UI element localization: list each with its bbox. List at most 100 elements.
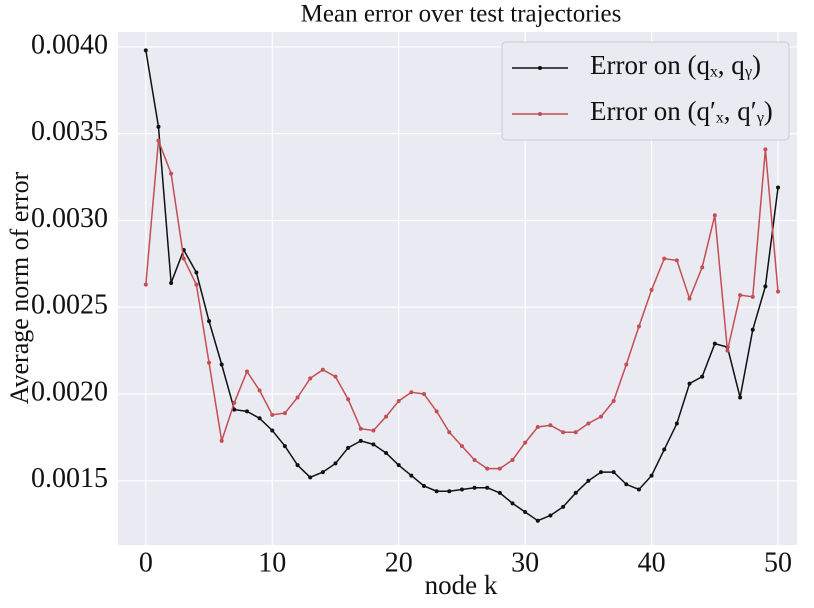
- point: [497, 466, 502, 471]
- y-tick-label: 0.0020: [31, 376, 108, 407]
- y-tick-label: 0.0035: [31, 116, 108, 147]
- point: [434, 489, 439, 494]
- point: [396, 398, 401, 403]
- chart-title: Mean error over test trajectories: [301, 1, 622, 28]
- point: [599, 470, 604, 475]
- point: [485, 485, 490, 490]
- point: [599, 414, 604, 419]
- point: [156, 124, 161, 129]
- point: [421, 392, 426, 397]
- point: [510, 457, 515, 462]
- legend-marker: [538, 112, 542, 116]
- point: [750, 327, 755, 332]
- point: [333, 374, 338, 379]
- point: [750, 294, 755, 299]
- point: [586, 478, 591, 483]
- point: [295, 463, 300, 468]
- point: [320, 470, 325, 475]
- point: [535, 518, 540, 523]
- x-tick-label: 10: [258, 547, 286, 578]
- point: [459, 444, 464, 449]
- point: [485, 466, 490, 471]
- point: [169, 280, 174, 285]
- point: [586, 421, 591, 426]
- point: [624, 482, 629, 487]
- point: [776, 289, 781, 294]
- point: [561, 504, 566, 509]
- point: [270, 428, 275, 433]
- point: [169, 171, 174, 176]
- point: [371, 442, 376, 447]
- point: [523, 440, 528, 445]
- point: [244, 369, 249, 374]
- point: [649, 473, 654, 478]
- point: [194, 270, 199, 275]
- x-tick-label: 50: [764, 547, 792, 578]
- point: [434, 409, 439, 414]
- point: [738, 293, 743, 298]
- point: [573, 430, 578, 435]
- y-tick-label: 0.0040: [31, 29, 108, 60]
- legend-label: Error on (q′ₓ, q′ᵧ): [590, 96, 773, 126]
- point: [421, 483, 426, 488]
- point: [561, 430, 566, 435]
- point: [143, 282, 148, 287]
- point: [636, 324, 641, 329]
- point: [232, 400, 237, 405]
- x-axis-label: node k: [425, 570, 498, 600]
- point: [232, 407, 237, 412]
- point: [219, 362, 224, 367]
- point: [700, 374, 705, 379]
- y-tick-label: 0.0015: [31, 463, 108, 494]
- point: [636, 487, 641, 492]
- point: [687, 381, 692, 386]
- point: [207, 360, 212, 365]
- point: [384, 414, 389, 419]
- point: [346, 397, 351, 402]
- point: [624, 362, 629, 367]
- point: [181, 256, 186, 261]
- point: [472, 485, 477, 490]
- point: [143, 48, 148, 53]
- point: [700, 265, 705, 270]
- point: [548, 423, 553, 428]
- point: [776, 185, 781, 190]
- point: [611, 398, 616, 403]
- y-axis-label: Average norm of error: [5, 171, 34, 404]
- point: [320, 367, 325, 372]
- point: [674, 421, 679, 426]
- point: [611, 470, 616, 475]
- point: [295, 395, 300, 400]
- point: [523, 510, 528, 515]
- point: [662, 447, 667, 452]
- point: [548, 513, 553, 518]
- point: [763, 284, 768, 289]
- point: [384, 451, 389, 456]
- point: [738, 395, 743, 400]
- point: [573, 490, 578, 495]
- point: [282, 411, 287, 416]
- point: [371, 428, 376, 433]
- point: [244, 409, 249, 414]
- point: [447, 489, 452, 494]
- point: [687, 296, 692, 301]
- point: [308, 475, 313, 480]
- point: [270, 412, 275, 417]
- x-tick-label: 40: [638, 547, 666, 578]
- legend-label: Error on (qₓ, qᵧ): [590, 50, 761, 80]
- point: [409, 390, 414, 395]
- y-tick-label: 0.0030: [31, 203, 108, 234]
- point: [712, 213, 717, 218]
- point: [308, 376, 313, 381]
- x-tick-label: 0: [139, 547, 153, 578]
- point: [346, 445, 351, 450]
- point: [358, 426, 363, 431]
- point: [459, 487, 464, 492]
- legend-marker: [538, 66, 542, 70]
- point: [662, 256, 667, 261]
- x-tick-label: 30: [511, 547, 539, 578]
- point: [257, 388, 262, 393]
- point: [282, 444, 287, 449]
- point: [510, 501, 515, 506]
